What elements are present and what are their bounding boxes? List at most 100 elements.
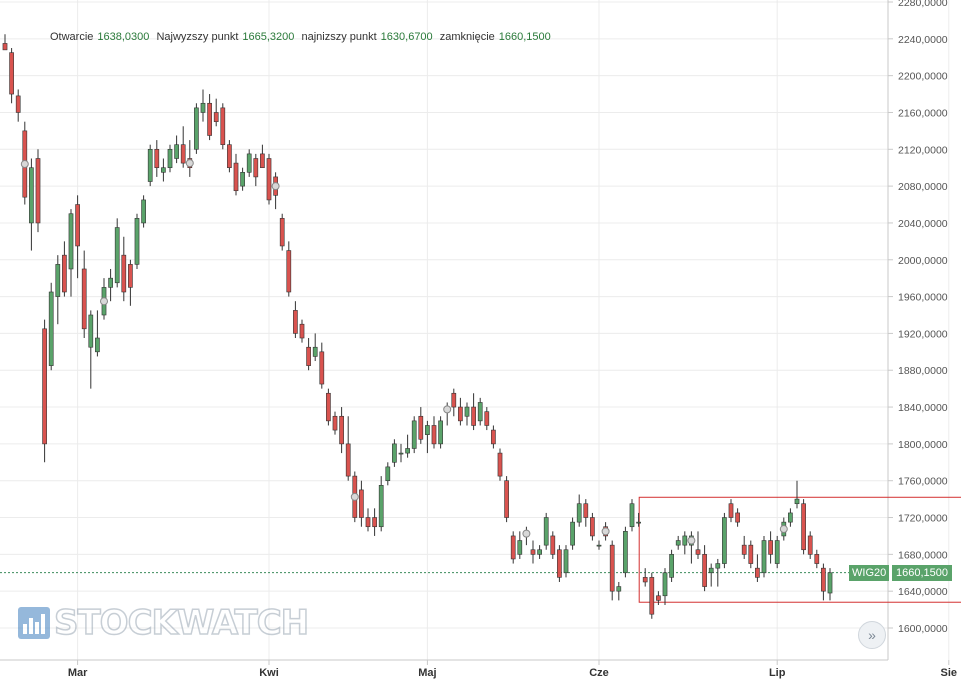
candle-body [312,346,318,357]
candle-body [359,489,364,518]
ohlc-header: Otwarcie 1638,0300 Najwyzszy punkt 1665,32… [50,31,555,43]
candle-body [768,540,773,555]
close-label: zamknięcie [439,31,495,43]
event-marker [271,182,280,191]
candle-body [42,328,47,445]
candle-body [537,549,542,555]
x-tick-label: Kwi [259,667,279,679]
candle-body [438,420,443,445]
candle-body [68,213,74,270]
candle-body [299,323,305,339]
candle-body [471,406,476,426]
candle-body [557,549,562,578]
candle-body [629,503,635,528]
candle-body [425,425,430,435]
candle-body [748,544,754,564]
candle-body [570,521,575,546]
candle-body [642,577,648,583]
candle-body [319,351,325,385]
candle-body [88,314,94,348]
y-tick-label: 1800,0000 [898,439,948,451]
candle-body [62,254,67,293]
candle-body [180,144,186,164]
candle-body [253,158,259,178]
candle-body [821,567,826,592]
candle-body [788,512,793,523]
candle-body [200,102,206,113]
candle-body [128,264,133,288]
candle-body [233,162,239,192]
event-marker [350,492,359,501]
candle-body [293,310,298,334]
candle-body [220,107,226,145]
candle-body [741,544,747,555]
candle-body [405,448,410,454]
candle-body [695,549,701,555]
candle-body [649,577,655,615]
last-value-label: 1660,1500 [892,565,952,581]
y-tick-label: 1920,0000 [898,328,948,340]
y-tick-label: 1840,0000 [898,402,948,414]
candle-body [378,485,384,528]
y-tick-label: 2040,0000 [898,218,948,230]
x-tick-label: Mar [68,667,88,679]
highlight-box [638,496,961,603]
candle-body [266,158,272,201]
logo-text: STOCKWATCH [53,602,310,644]
candle-body [708,567,714,574]
ticker-label: WIG20 [849,565,890,581]
y-tick-label: 2280,0000 [898,0,948,9]
candle-body [774,540,780,564]
candle-body [590,517,595,537]
candle-body [477,402,483,422]
candle-body [464,406,470,417]
candle-body [326,392,331,422]
candle-body [339,415,344,445]
event-marker [522,529,531,538]
candle-body [194,107,199,150]
candle-body [722,517,727,564]
event-marker [20,160,29,169]
y-tick-label: 2160,0000 [898,107,948,119]
candle-body [81,268,87,330]
candle-body [286,250,292,293]
candle-body [458,406,463,422]
candle-body [491,429,496,445]
candle-body [207,102,212,136]
candle-body [306,346,311,366]
candle-body [807,535,813,555]
candle-body [411,420,417,449]
candle-body [35,158,41,224]
candle-body [48,291,54,366]
high-value: 1665,3200 [242,31,295,43]
event-marker [443,405,452,414]
x-tick-label: Cze [589,667,609,679]
candle-body [365,517,371,528]
event-marker [100,297,108,306]
candle-body [510,535,516,560]
y-tick-label: 1960,0000 [898,292,948,304]
bar-chart-icon [18,607,50,639]
candle-body [801,503,806,551]
candle-body [583,503,589,518]
candle-body [517,540,523,555]
event-marker [601,527,610,536]
candle-body [385,466,391,482]
open-label: Otwarcie [50,31,94,43]
candle-body [372,517,377,528]
candle-body [332,415,338,431]
y-tick-label: 2080,0000 [898,181,948,193]
candle-body [827,572,833,594]
candle-body [735,512,740,523]
candle-body [95,337,100,353]
expand-button[interactable]: » [858,621,886,649]
candle-body [246,153,252,173]
candle-body [761,540,767,574]
candle-body [167,148,173,169]
candle-body [715,563,721,569]
candle-body [431,425,437,445]
candle-body [147,148,153,182]
candle-body [662,572,668,597]
candle-body [702,554,707,587]
